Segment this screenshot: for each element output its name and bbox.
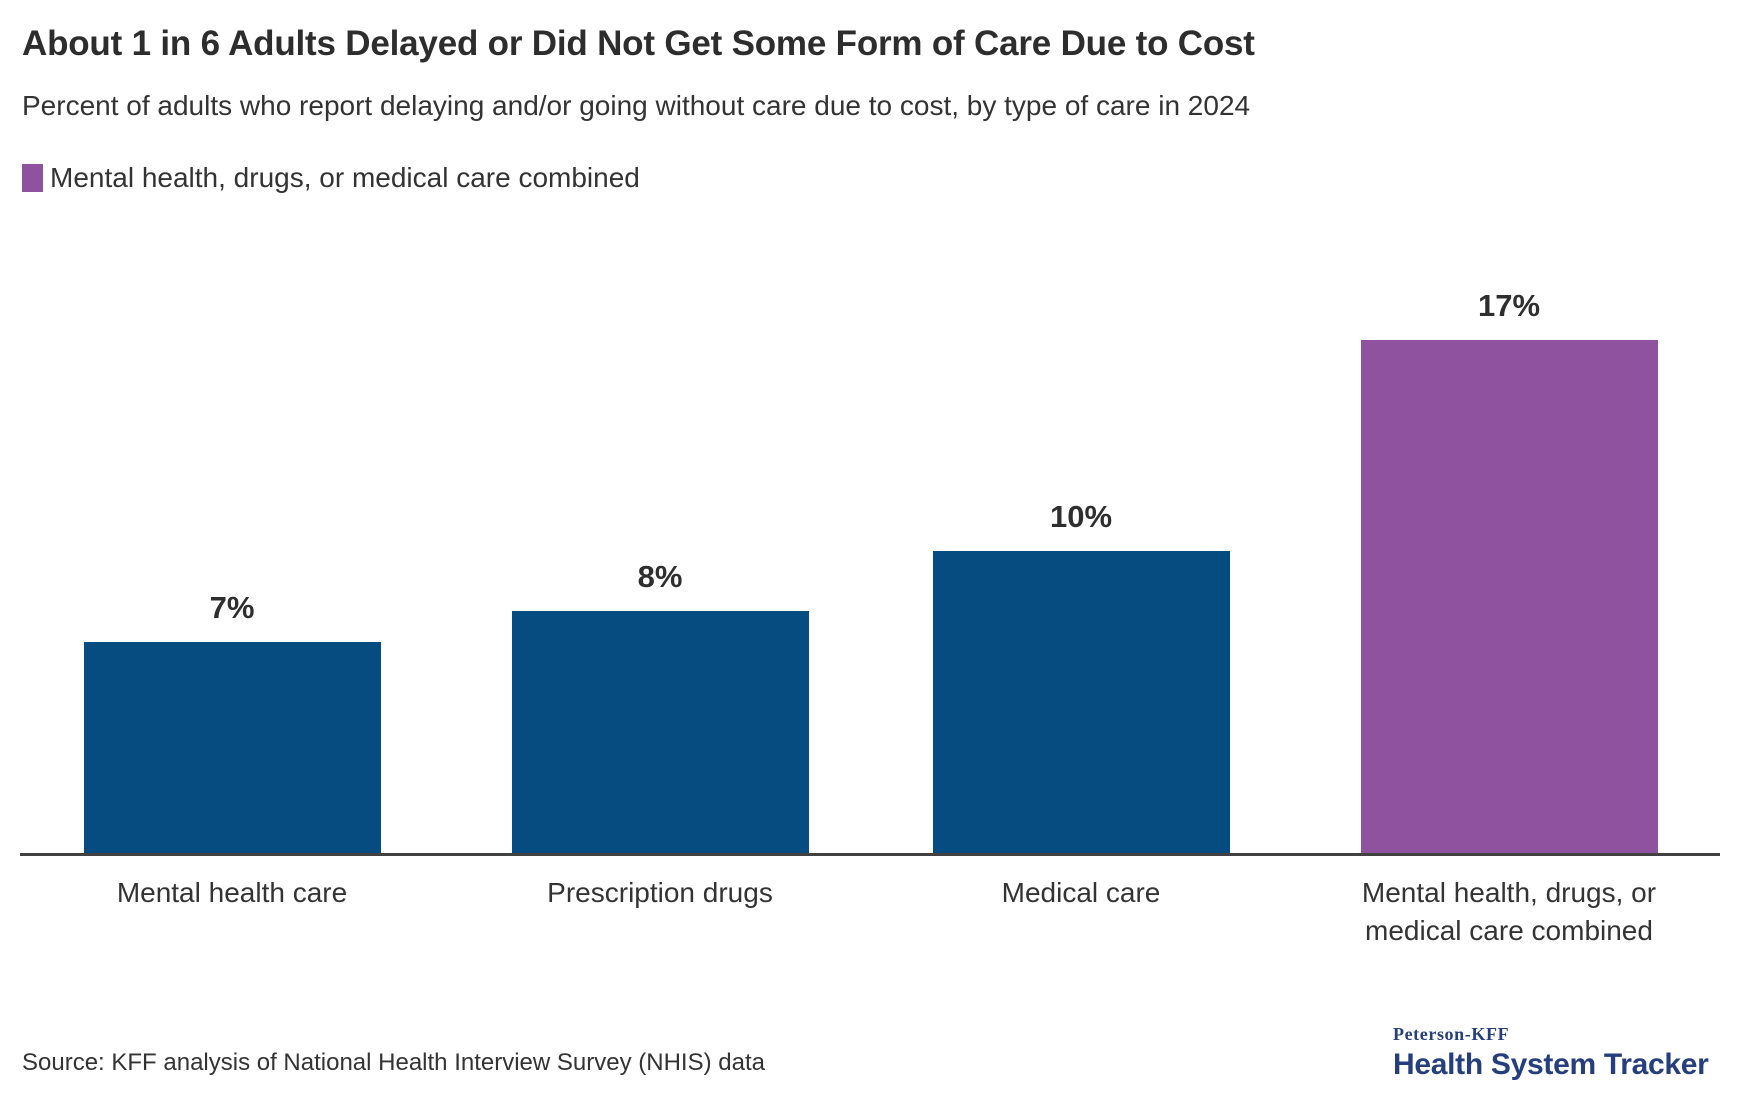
logo-peterson-kff: Peterson-KFF: [1393, 1024, 1510, 1044]
legend-swatch-icon: [22, 164, 43, 192]
source-note: Source: KFF analysis of National Health …: [22, 1049, 765, 1076]
x-tick-label: Medical care: [1001, 877, 1161, 908]
logo-health-system-tracker: Health System Tracker: [1393, 1048, 1709, 1081]
bar-value-label: 8%: [637, 559, 683, 594]
x-tick-label: Mental health care: [116, 877, 348, 908]
page-title: About 1 in 6 Adults Delayed or Did Not G…: [22, 24, 1255, 63]
x-tick-label: Prescription drugs: [547, 877, 773, 908]
bar-medical-care: [932, 551, 1230, 853]
bar-mental-health-drugs-or-medical-care-combined: [1360, 340, 1658, 853]
legend-label: Mental health, drugs, or medical care co…: [50, 162, 640, 193]
x-tick-label: Mental health, drugs, or medical care co…: [1361, 877, 1657, 946]
bar-value-label: 7%: [209, 590, 255, 625]
x-axis-line: [20, 853, 1720, 856]
bar-prescription-drugs: [511, 611, 809, 853]
bar-value-label: 10%: [1049, 499, 1113, 534]
chart-subtitle: Percent of adults who report delaying an…: [22, 90, 1251, 121]
brand-logo: Peterson-KFF Health System Tracker: [1393, 1024, 1709, 1082]
bar-mental-health-care: [83, 642, 381, 853]
bar-value-label: 17%: [1477, 288, 1541, 323]
legend: Mental health, drugs, or medical care co…: [22, 162, 640, 194]
